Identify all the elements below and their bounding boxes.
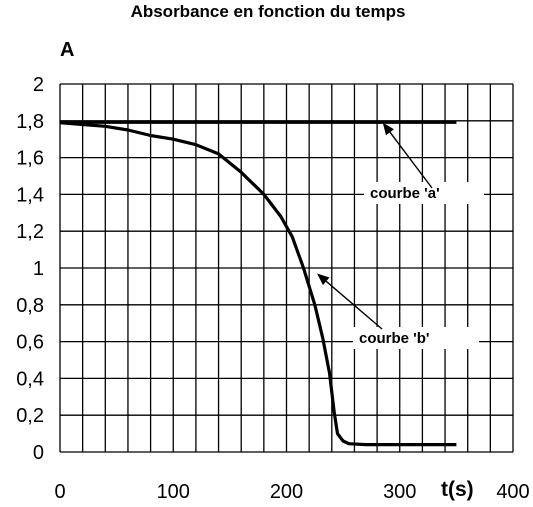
x-axis-label: t(s) [441,478,474,501]
y-tick-label: 1,6 [16,148,44,170]
annotation-label-background [364,182,484,204]
series-line-b [59,121,457,447]
annotation-label-background [353,327,479,349]
y-tick-label: 1 [33,258,44,280]
annotation-arrowhead [317,273,330,286]
x-tick-label: 200 [270,481,303,503]
y-tick-label: 0,2 [16,405,44,427]
annotation-label: courbe 'a' [370,185,440,202]
y-tick-label: 0,8 [16,295,44,317]
y-tick-label: 2 [33,74,44,96]
y-tick-label: 1,4 [16,184,44,206]
chart-title: Absorbance en fonction du temps [131,2,406,21]
x-tick-labels: 0 100 200 300 400 [54,481,529,503]
x-tick-label: 300 [383,481,416,503]
annotation-arrow [325,280,383,330]
annotation-arrowhead [382,122,394,136]
x-tick-label: 400 [496,481,529,503]
grid [59,83,514,453]
y-axis-label: A [60,39,74,61]
series [59,121,457,447]
y-tick-label: 1,2 [16,221,44,243]
x-tick-label: 100 [157,481,190,503]
y-tick-label: 0,6 [16,332,44,354]
y-tick-labels: 0 0,2 0,4 0,6 0,8 1 1,2 1,4 1,6 1,8 2 [16,74,44,464]
x-tick-label: 0 [54,481,65,503]
y-tick-label: 1,8 [16,111,44,133]
y-tick-label: 0 [33,442,44,464]
annotation-arrow [389,131,433,189]
annotation-label: courbe 'b' [359,330,429,347]
y-tick-label: 0,4 [16,368,44,390]
annotations: courbe 'a' courbe 'b' [317,122,484,349]
